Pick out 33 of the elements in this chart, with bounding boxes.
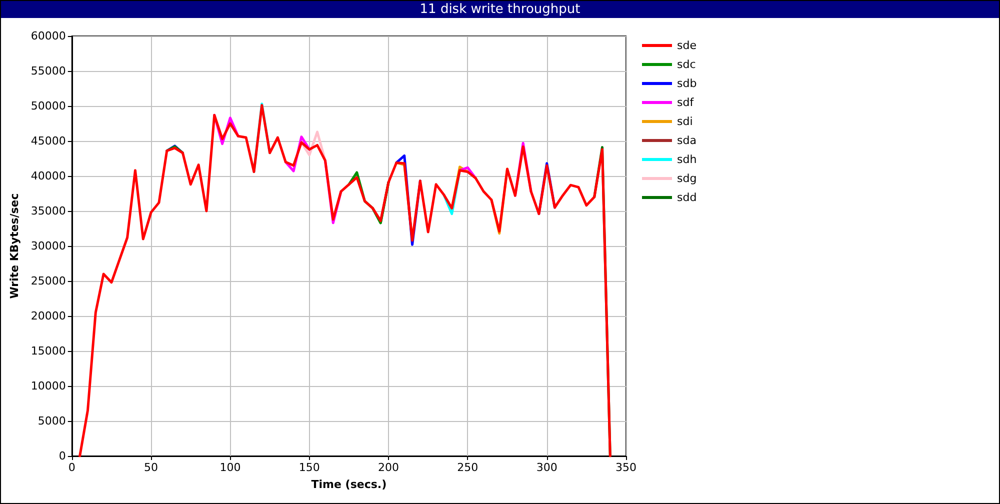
x-tick-label: 250 bbox=[457, 461, 478, 474]
y-tick-label: 25000 bbox=[30, 274, 66, 288]
x-tick-label: 200 bbox=[378, 461, 400, 474]
legend-label: sdc bbox=[677, 58, 696, 71]
legend-label: sda bbox=[677, 134, 696, 147]
y-tick-label: 50000 bbox=[30, 100, 66, 112]
legend-label: sde bbox=[677, 39, 697, 52]
y-tick-label: 55000 bbox=[30, 64, 66, 78]
x-tick-label: 0 bbox=[68, 461, 76, 474]
x-tick-label: 50 bbox=[144, 461, 158, 474]
y-tick-label: 30000 bbox=[30, 240, 66, 252]
chart-title: 11 disk write throughput bbox=[1, 1, 999, 18]
x-tick-label: 300 bbox=[536, 461, 558, 474]
y-tick-label: 5000 bbox=[38, 414, 66, 428]
y-tick-label: 45000 bbox=[30, 134, 66, 148]
legend-label: sdi bbox=[677, 115, 693, 128]
x-axis-title: Time (secs.) bbox=[311, 478, 387, 491]
legend-label: sdg bbox=[677, 172, 697, 185]
y-tick-label: 60000 bbox=[30, 30, 66, 42]
y-tick-label: 35000 bbox=[30, 204, 66, 218]
legend-label: sdf bbox=[677, 96, 695, 109]
legend-label: sdb bbox=[677, 77, 697, 90]
y-tick-label: 20000 bbox=[30, 310, 66, 322]
y-tick-label: 15000 bbox=[30, 344, 66, 358]
y-tick-label: 40000 bbox=[30, 170, 66, 182]
y-tick-label: 0 bbox=[58, 450, 66, 462]
x-tick-label: 100 bbox=[220, 461, 241, 474]
x-tick-label: 350 bbox=[616, 461, 636, 474]
y-tick-label: 10000 bbox=[30, 380, 66, 392]
legend-label: sdh bbox=[677, 153, 697, 166]
y-axis-title: Write KBytes/sec bbox=[8, 193, 21, 299]
legend-label: sdd bbox=[677, 191, 697, 204]
x-tick-label: 150 bbox=[298, 461, 320, 474]
